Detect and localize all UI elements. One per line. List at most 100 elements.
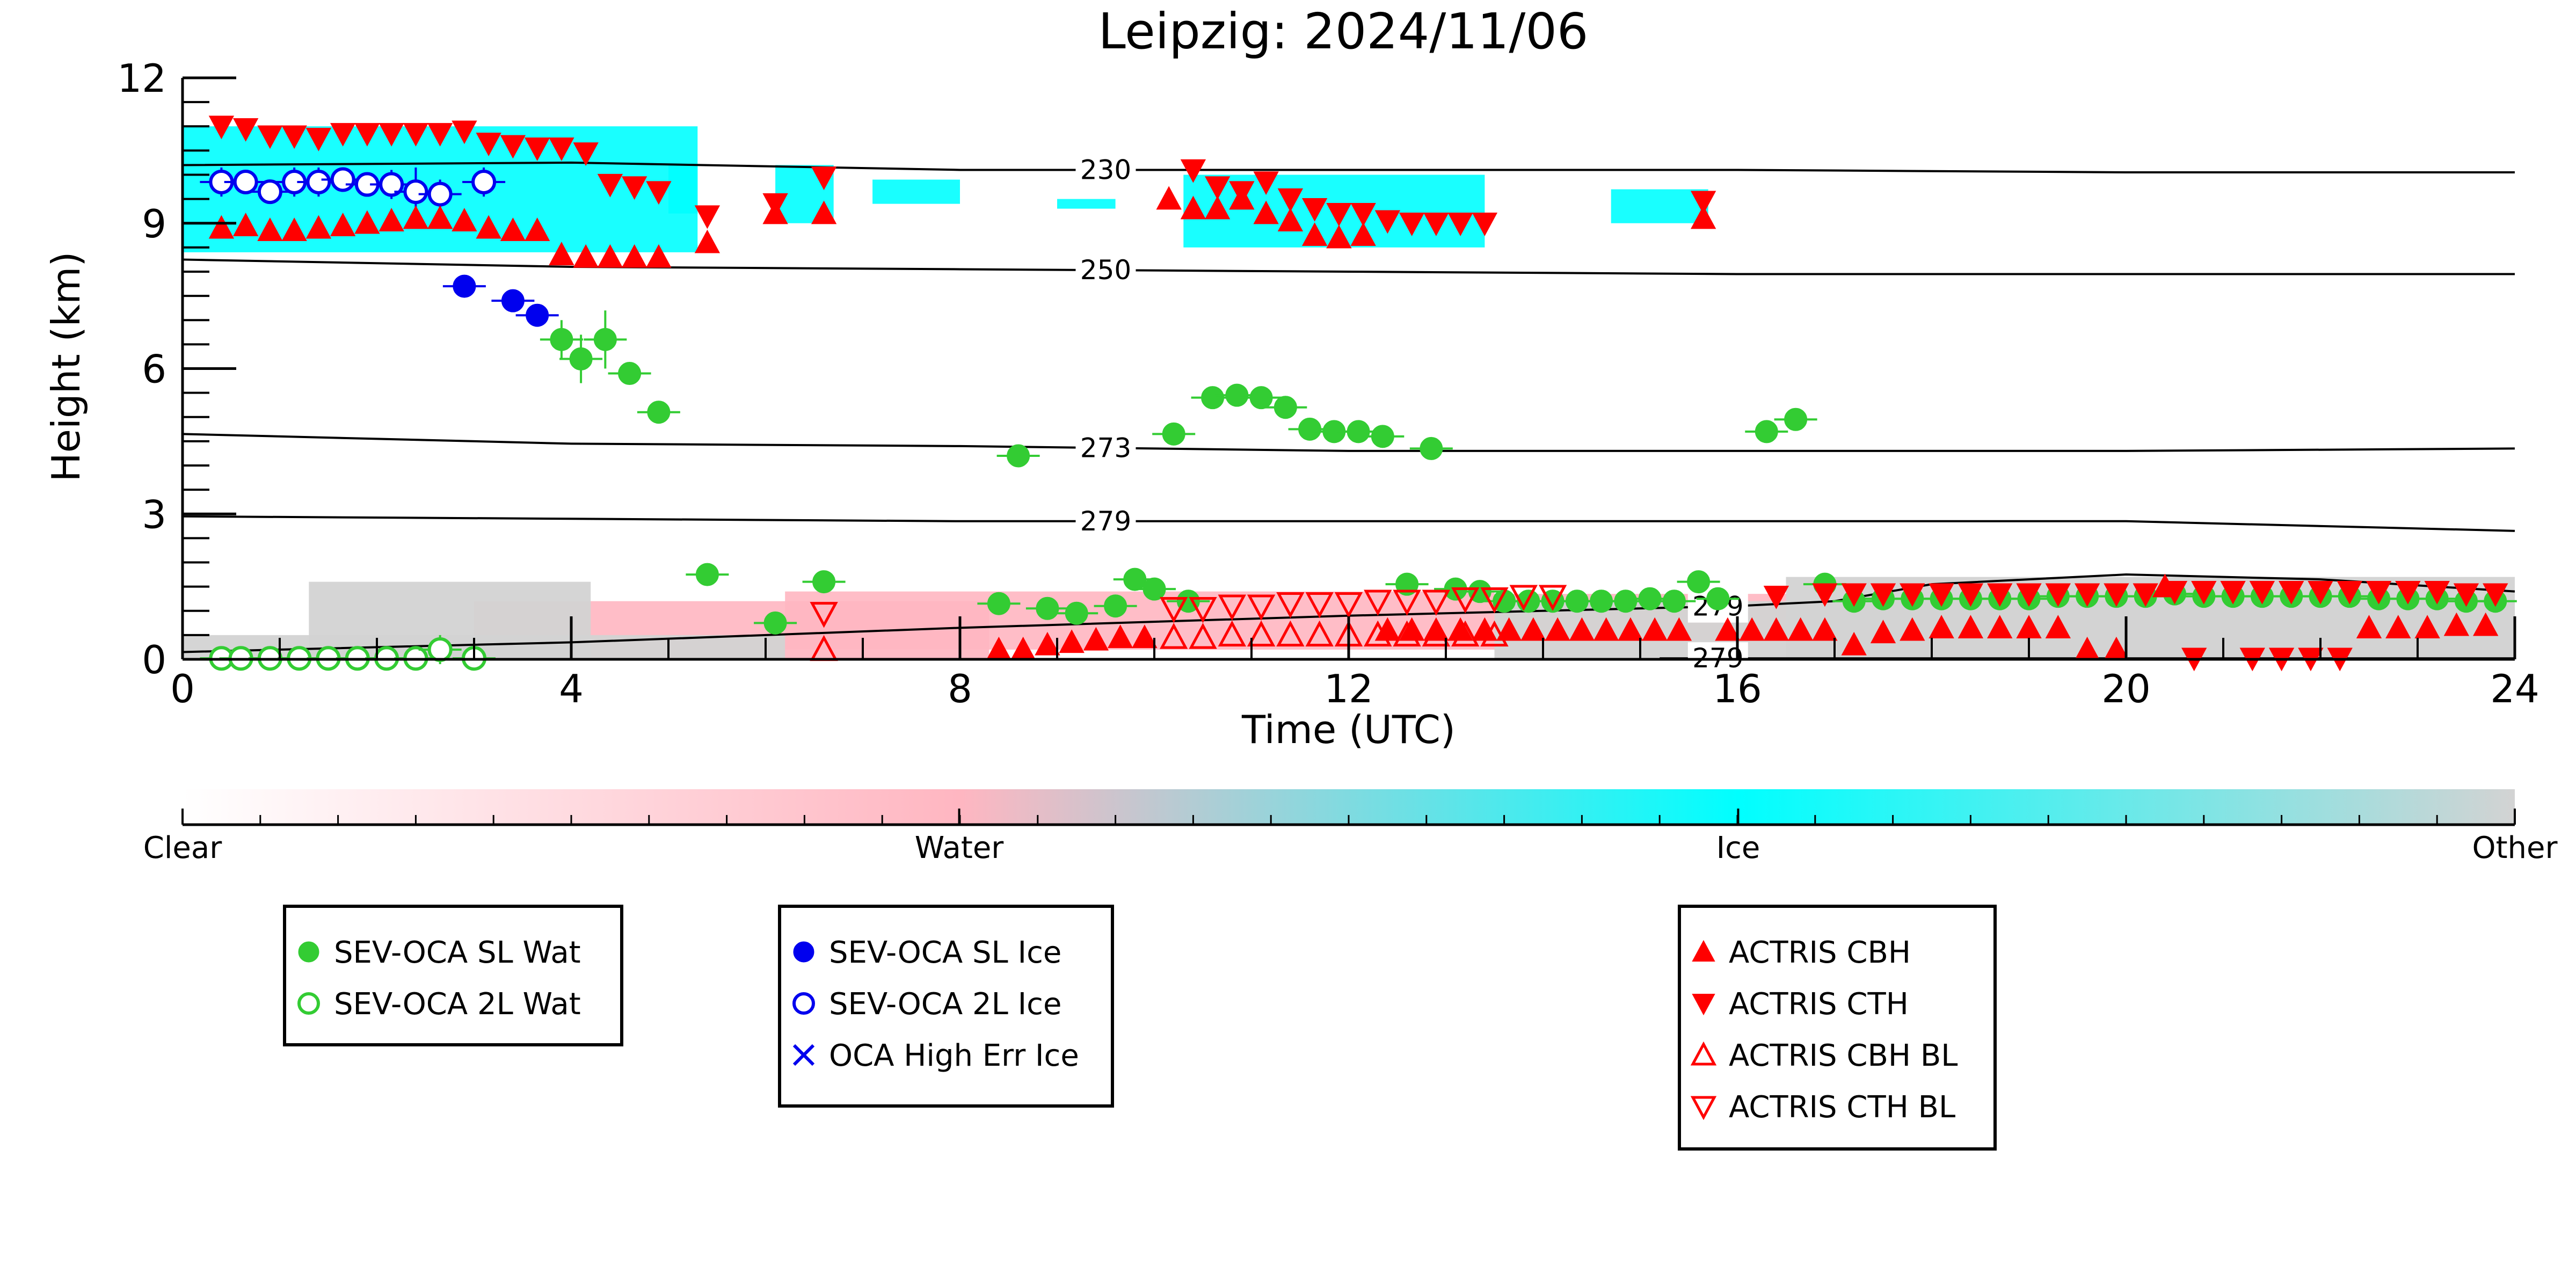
y-tick-label: 3	[142, 492, 166, 537]
data-point	[1870, 620, 1896, 644]
colorbar-label: Ice	[1716, 831, 1760, 865]
data-point	[208, 215, 235, 239]
data-point	[427, 205, 453, 229]
x-axis-label: Time (UTC)	[1241, 707, 1456, 752]
classification-colorbar: Clear Water Ice Other	[143, 789, 2558, 865]
legend-label: SEV-OCA 2L Wat	[334, 987, 581, 1022]
legend-marker	[297, 992, 320, 1015]
data-point	[2356, 615, 2382, 639]
data-point	[476, 133, 501, 156]
data-point	[1253, 200, 1279, 224]
x-tick-label: 16	[1713, 666, 1762, 711]
data-point	[1143, 577, 1166, 601]
data-point	[1900, 583, 1925, 607]
data-point	[281, 217, 307, 241]
contour-label-bg	[1075, 254, 1136, 287]
series-actris-cth	[208, 115, 2508, 672]
data-point	[1277, 188, 1304, 212]
data-point	[812, 570, 836, 594]
legend-box: SEV-OCA SL Wat SEV-OCA 2L Wat	[283, 905, 623, 1046]
data-point	[1160, 623, 1188, 649]
data-point	[569, 347, 593, 370]
data-point	[1593, 617, 1619, 641]
series-actris-cth-bl	[810, 585, 1567, 628]
data-point	[1958, 583, 1984, 607]
y-tick-label: 6	[142, 347, 166, 392]
data-point	[257, 125, 283, 149]
data-point	[2162, 580, 2188, 605]
data-point	[379, 208, 404, 231]
data-point	[618, 362, 642, 385]
data-point	[1900, 617, 1925, 641]
data-point	[1301, 222, 1328, 246]
data-point	[452, 120, 477, 144]
legend-frame	[283, 905, 623, 1046]
classification-patch-ice	[668, 165, 698, 214]
contour-line	[182, 258, 2515, 275]
legend-marker	[1692, 994, 1715, 1016]
series-actris-cbh	[208, 186, 2499, 660]
data-point	[354, 123, 380, 147]
legend-marker	[1690, 1041, 1717, 1066]
data-point	[762, 193, 788, 217]
data-point	[1618, 617, 1643, 641]
data-point	[1399, 213, 1425, 236]
data-point	[1334, 592, 1363, 618]
data-point	[1812, 583, 1838, 607]
data-point	[1160, 597, 1188, 623]
data-point	[1447, 213, 1473, 236]
data-point	[2366, 580, 2392, 605]
data-point	[1350, 222, 1376, 246]
data-point	[1787, 617, 1814, 641]
legend-label: SEV-OCA 2L Ice	[829, 987, 1061, 1022]
contour-label-bg	[1075, 154, 1136, 186]
classification-patch-ice	[1057, 199, 1116, 209]
data-point	[1225, 383, 1249, 407]
data-point	[354, 210, 380, 234]
data-point	[524, 137, 550, 161]
data-point	[549, 137, 574, 161]
data-point	[1247, 594, 1276, 621]
data-point	[646, 181, 672, 205]
data-point	[1706, 587, 1730, 610]
data-point	[2220, 580, 2246, 605]
data-point	[501, 289, 525, 312]
colorbar-label: Clear	[143, 831, 222, 865]
data-point	[1538, 585, 1567, 611]
classification-patch-ice	[872, 179, 960, 204]
y-tick-label: 0	[142, 637, 166, 682]
data-point	[403, 205, 429, 229]
data-point	[2016, 583, 2042, 607]
x-tick-label: 4	[559, 666, 584, 711]
data-point	[1841, 631, 1867, 656]
contour-line	[182, 573, 2515, 653]
data-point	[1987, 583, 2013, 607]
data-point	[1841, 583, 1867, 607]
data-point	[330, 123, 356, 147]
data-point	[476, 215, 501, 239]
data-point	[1987, 615, 2013, 639]
data-point	[2074, 583, 2100, 607]
data-point	[1218, 594, 1246, 621]
data-point	[1422, 590, 1451, 616]
data-point	[1763, 617, 1789, 641]
data-point	[1422, 620, 1451, 647]
legend-box: SEV-OCA SL Ice SEV-OCA 2L Ice OCA High Err…	[778, 905, 1114, 1108]
data-point	[1253, 171, 1279, 195]
data-point	[232, 213, 259, 236]
data-point	[647, 401, 671, 424]
data-point	[1662, 590, 1686, 613]
data-point	[2385, 615, 2411, 639]
contour-label: 230	[1080, 154, 1131, 185]
data-point	[695, 563, 719, 586]
x-stroke	[792, 1044, 815, 1066]
data-point	[1276, 620, 1305, 647]
contour-label: 250	[1080, 254, 1131, 286]
data-point	[1520, 617, 1546, 641]
data-point	[2191, 580, 2217, 605]
data-point	[306, 170, 331, 195]
legend-marker	[792, 992, 815, 1015]
legend-marker	[1692, 940, 1715, 962]
data-point	[2414, 615, 2440, 639]
